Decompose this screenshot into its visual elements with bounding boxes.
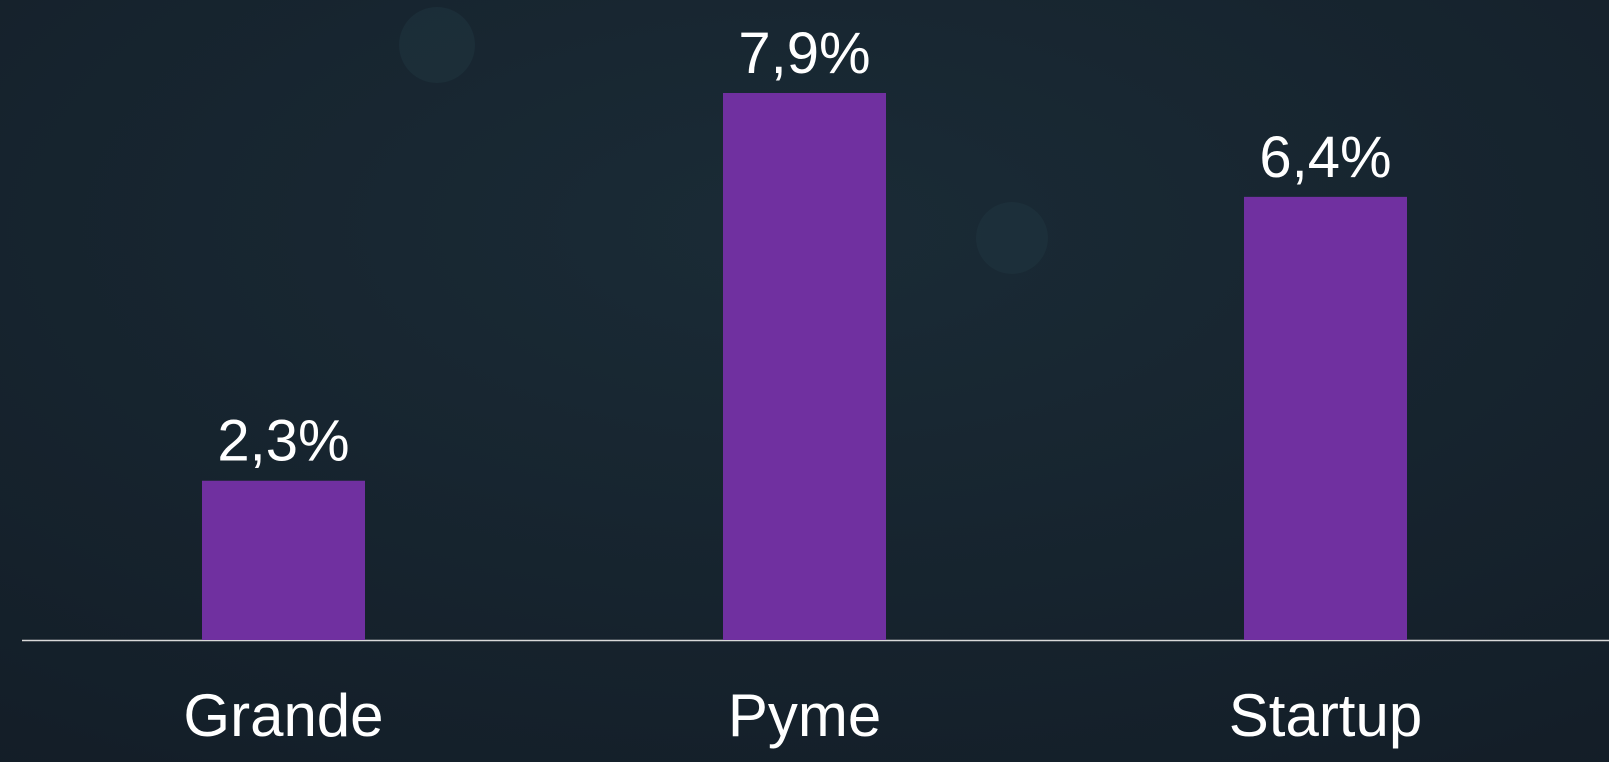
data-label: 6,4%: [1259, 125, 1391, 190]
bokeh: [399, 7, 475, 83]
bar: [1244, 196, 1407, 640]
data-label: 2,3%: [217, 409, 349, 474]
bokeh: [976, 202, 1048, 274]
bar: [202, 480, 365, 640]
x-tick-label: Startup: [1229, 682, 1422, 749]
bar: [723, 93, 886, 640]
x-tick-label: Grande: [183, 682, 383, 749]
x-tick-label: Pyme: [728, 682, 881, 749]
data-label: 7,9%: [738, 21, 870, 86]
